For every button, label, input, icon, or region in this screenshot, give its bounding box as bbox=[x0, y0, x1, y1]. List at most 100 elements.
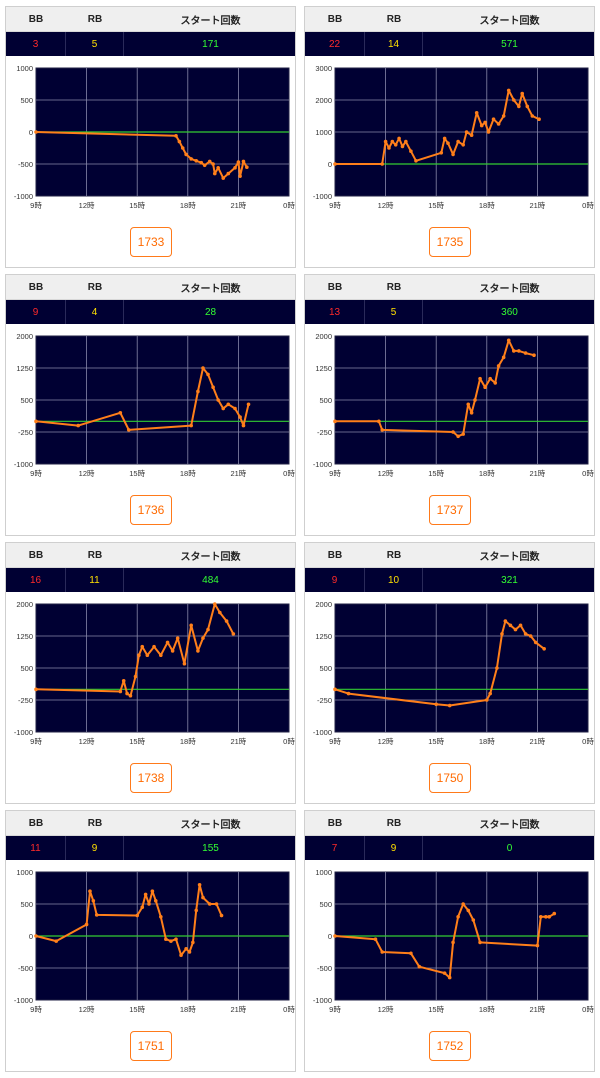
data-point bbox=[224, 619, 229, 623]
start-count-value: 571 bbox=[501, 38, 518, 50]
data-point bbox=[479, 123, 484, 128]
x-tick-label: 12時 bbox=[378, 469, 394, 478]
data-point bbox=[380, 162, 385, 166]
data-point bbox=[447, 975, 452, 980]
data-point bbox=[387, 146, 391, 150]
data-point bbox=[184, 152, 188, 157]
data-point bbox=[199, 160, 204, 165]
data-point bbox=[145, 653, 150, 657]
data-point bbox=[466, 908, 471, 913]
data-point bbox=[434, 702, 438, 707]
y-tick-label: 2000 bbox=[16, 600, 33, 609]
y-tick-label: 1250 bbox=[16, 632, 33, 641]
data-point bbox=[447, 703, 452, 708]
start-count-value: 360 bbox=[501, 306, 518, 318]
bb-header: BB bbox=[28, 817, 44, 829]
rb-header: RB bbox=[386, 817, 402, 829]
data-point bbox=[202, 163, 207, 168]
machine-number-button[interactable]: 1737 bbox=[429, 495, 471, 525]
data-point bbox=[194, 159, 199, 163]
data-point bbox=[34, 687, 38, 692]
machine-number-button[interactable]: 1738 bbox=[130, 763, 172, 793]
x-tick-label: 0時 bbox=[582, 737, 594, 746]
data-point bbox=[196, 389, 200, 394]
x-tick-label: 0時 bbox=[283, 737, 295, 746]
data-point bbox=[466, 402, 471, 407]
bb-value: 13 bbox=[305, 300, 365, 324]
data-point bbox=[517, 104, 521, 109]
machine-number-button[interactable]: 1733 bbox=[130, 227, 172, 257]
x-tick-label: 0時 bbox=[582, 1005, 594, 1014]
rb-value: 4 bbox=[66, 300, 124, 324]
x-tick-label: 12時 bbox=[79, 201, 95, 210]
data-point bbox=[461, 432, 465, 436]
x-tick-label: 9時 bbox=[30, 469, 42, 478]
data-point bbox=[493, 381, 498, 385]
data-point bbox=[333, 687, 337, 692]
data-point bbox=[537, 117, 541, 121]
stats-values: 9 4 28 bbox=[6, 300, 295, 324]
data-point bbox=[496, 364, 501, 368]
x-tick-label: 9時 bbox=[329, 1005, 341, 1014]
data-point bbox=[233, 166, 237, 170]
machine-number-button[interactable]: 1752 bbox=[429, 1031, 471, 1061]
rb-header: RB bbox=[87, 13, 103, 25]
x-tick-label: 15時 bbox=[428, 201, 444, 210]
bb-header: BB bbox=[327, 549, 343, 561]
x-tick-label: 9時 bbox=[329, 737, 341, 746]
y-tick-label: 500 bbox=[20, 396, 33, 405]
data-point bbox=[125, 691, 129, 696]
data-point bbox=[333, 419, 337, 424]
data-point bbox=[473, 398, 477, 402]
data-point bbox=[191, 940, 195, 945]
data-point bbox=[383, 139, 388, 144]
machine-number-button[interactable]: 1750 bbox=[429, 763, 471, 793]
data-point bbox=[201, 636, 205, 640]
data-point bbox=[397, 136, 401, 141]
x-tick-label: 9時 bbox=[329, 469, 341, 478]
data-point bbox=[333, 162, 337, 166]
rb-header: RB bbox=[386, 549, 402, 561]
data-point bbox=[187, 950, 192, 954]
data-point bbox=[212, 602, 217, 606]
data-point bbox=[174, 134, 178, 138]
y-tick-label: 0 bbox=[29, 128, 33, 137]
start-count-header: スタート回数 bbox=[180, 15, 241, 27]
x-tick-label: 15時 bbox=[129, 1005, 145, 1014]
data-point bbox=[245, 165, 249, 169]
stats-header: BB RB スタート回数 bbox=[6, 7, 295, 32]
data-point bbox=[226, 171, 231, 176]
data-point bbox=[404, 139, 408, 144]
series-line bbox=[35, 883, 223, 957]
data-point bbox=[533, 640, 538, 645]
rb-value: 9 bbox=[66, 836, 124, 860]
x-tick-label: 18時 bbox=[479, 201, 495, 210]
machine-number-button[interactable]: 1736 bbox=[130, 495, 172, 525]
x-tick-label: 0時 bbox=[582, 469, 594, 478]
rb-header: RB bbox=[386, 13, 402, 25]
data-point bbox=[236, 160, 241, 164]
stats-values: 3 5 171 bbox=[6, 32, 295, 56]
x-tick-label: 0時 bbox=[283, 469, 295, 478]
machine-number-button[interactable]: 1751 bbox=[130, 1031, 172, 1061]
machine-number-button[interactable]: 1735 bbox=[429, 227, 471, 257]
data-point bbox=[135, 913, 139, 918]
y-tick-label: 1000 bbox=[315, 128, 332, 137]
x-tick-label: 15時 bbox=[129, 469, 145, 478]
y-tick-label: -500 bbox=[18, 160, 33, 169]
rb-header: RB bbox=[87, 281, 103, 293]
stats-header: BB RB スタート回数 bbox=[305, 811, 594, 836]
data-point bbox=[393, 143, 398, 147]
y-tick-label: -250 bbox=[18, 696, 33, 705]
data-point bbox=[511, 349, 516, 353]
data-point bbox=[216, 398, 220, 402]
bb-value: 11 bbox=[6, 836, 66, 860]
y-tick-label: -1000 bbox=[14, 996, 33, 1005]
data-point bbox=[456, 139, 460, 144]
data-point bbox=[446, 141, 450, 145]
x-tick-label: 12時 bbox=[79, 469, 95, 478]
